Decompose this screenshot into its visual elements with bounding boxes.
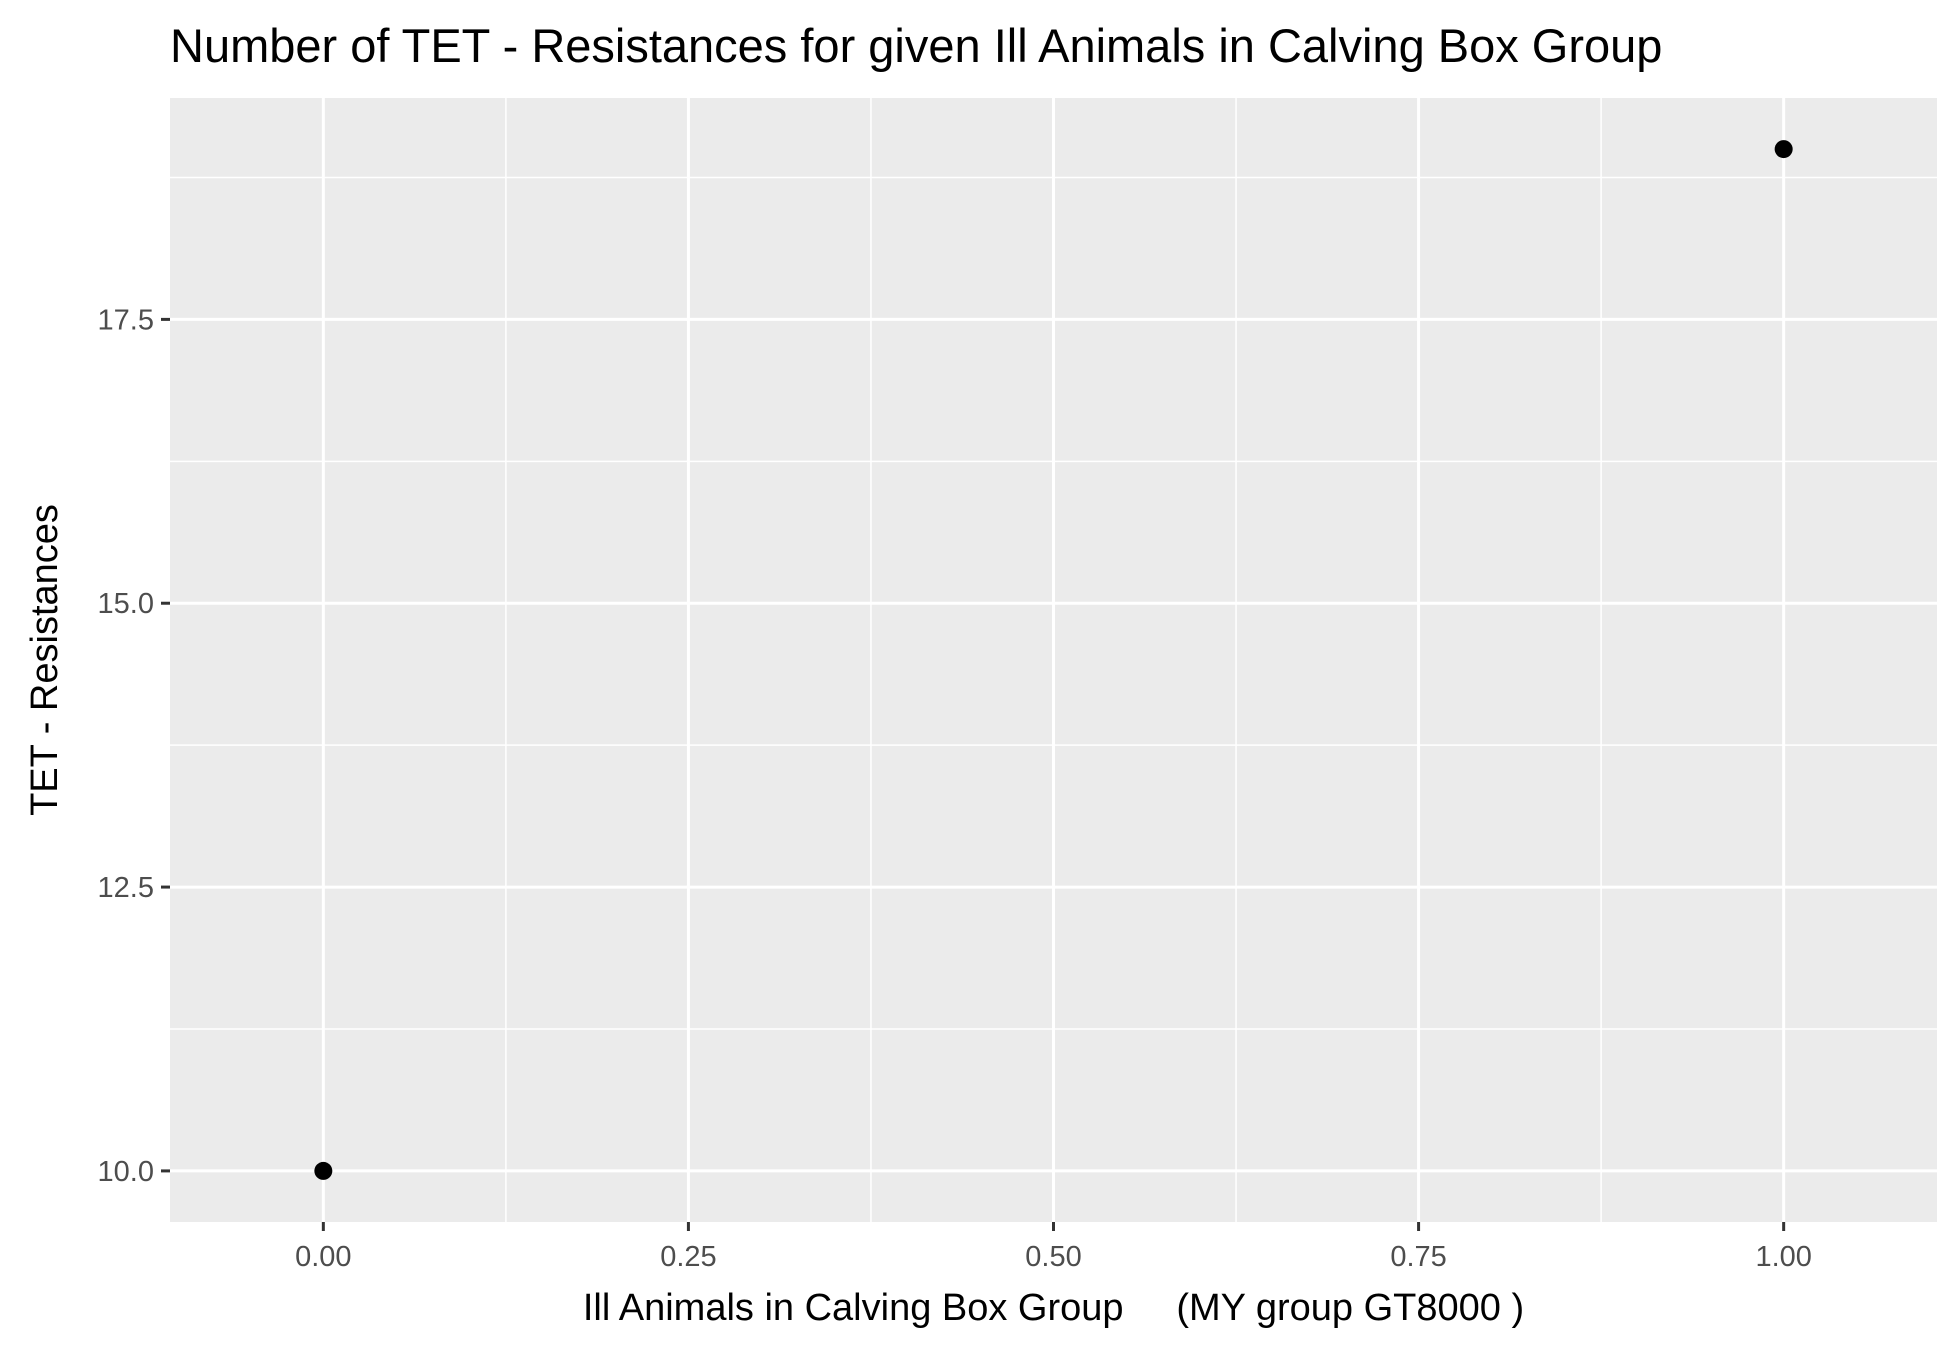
y-axis: 10.0 12.5 15.0 17.5: [98, 304, 170, 1188]
y-tick-label: 12.5: [98, 872, 154, 904]
x-axis-title: Ill Animals in Calving Box Group (MY gro…: [583, 1287, 1524, 1329]
y-tick-label: 17.5: [98, 304, 154, 336]
chart-title: Number of TET - Resistances for given Il…: [170, 19, 1662, 72]
x-tick-label: 0.75: [1390, 1241, 1446, 1273]
data-point: [314, 1161, 333, 1180]
data-point: [1774, 140, 1793, 159]
y-tick-label: 15.0: [98, 588, 154, 620]
y-axis-title: TET - Resistances: [24, 504, 66, 816]
major-gridlines: [170, 98, 1937, 1222]
x-tick-label: 1.00: [1755, 1241, 1811, 1273]
x-axis: 0.00 0.25 0.50 0.75 1.00: [295, 1222, 1812, 1273]
x-tick-label: 0.25: [660, 1241, 716, 1273]
x-tick-label: 0.00: [295, 1241, 351, 1273]
x-tick-label: 0.50: [1025, 1241, 1081, 1273]
y-tick-label: 10.0: [98, 1156, 154, 1188]
data-points: [314, 140, 1793, 1180]
